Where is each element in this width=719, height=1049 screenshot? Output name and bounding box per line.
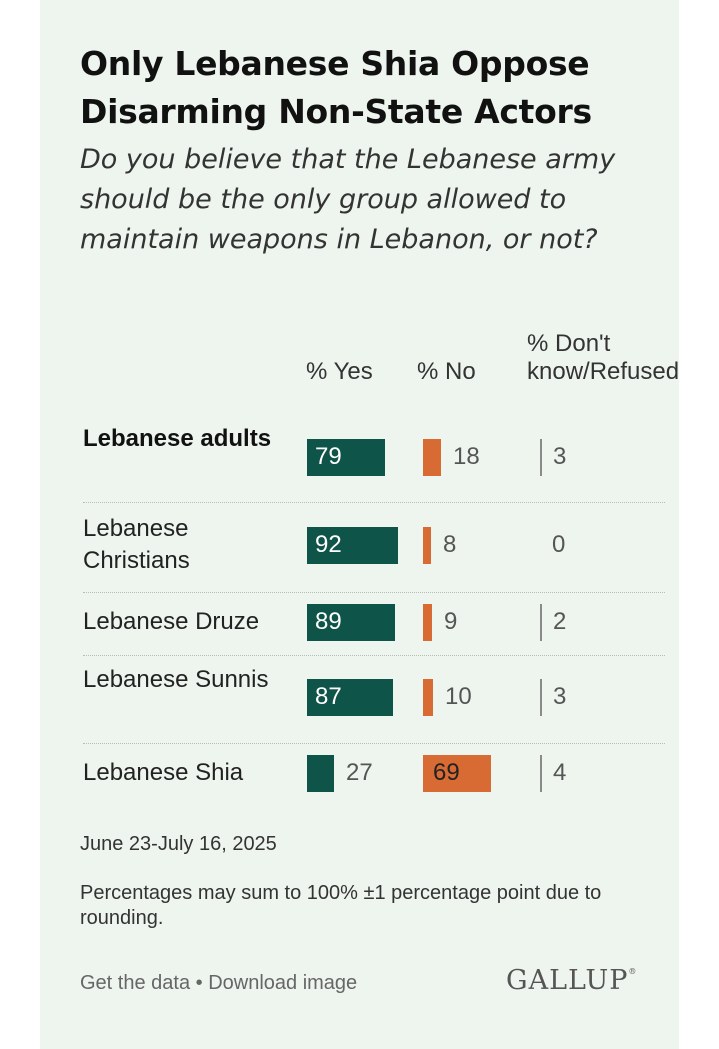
dont-know-tick-lebanese-adults (540, 438, 542, 476)
row-divider (83, 655, 665, 656)
chart-card (40, 0, 679, 1049)
yes-value-lebanese-shia: 27 (346, 759, 373, 786)
yes-value-lebanese-sunnis: 87 (315, 683, 342, 710)
column-header-dont-know: % Don't know/Refused (527, 330, 680, 385)
yes-bar-lebanese-druze (307, 603, 395, 641)
row-divider (83, 502, 665, 503)
footer-links: Get the data • Download image (80, 971, 357, 996)
dont-know-tick-lebanese-sunnis (540, 678, 542, 716)
dont-know-value-lebanese-sunnis: 3 (553, 683, 567, 710)
row-label-lebanese-druze: Lebanese Druze (83, 608, 260, 635)
yes-value-lebanese-adults: 79 (315, 443, 342, 470)
row-label-lebanese-adults: Lebanese adults (83, 425, 272, 452)
column-header-yes: % Yes (306, 358, 373, 385)
no-bar-lebanese-shia (423, 754, 491, 792)
no-value-lebanese-christians: 8 (443, 531, 457, 558)
chart-subtitle: Do you believe that the Lebanese army sh… (80, 144, 616, 255)
chart-title: Only Lebanese Shia Oppose Disarming Non-… (80, 44, 592, 131)
yes-bar-lebanese-adults (307, 438, 385, 476)
no-bar-lebanese-sunnis (423, 678, 433, 716)
no-value-lebanese-sunnis: 10 (445, 683, 472, 710)
yes-value-lebanese-druze: 89 (315, 608, 342, 635)
dont-know-value-lebanese-shia: 4 (553, 759, 567, 786)
download-image-link[interactable]: Download image (208, 972, 358, 994)
link-separator: • (190, 972, 209, 994)
row-label-lebanese-shia: Lebanese Shia (83, 759, 244, 786)
registered-mark: ® (628, 967, 638, 976)
no-bar-lebanese-adults (423, 438, 441, 476)
dont-know-value-lebanese-druze: 2 (553, 608, 567, 635)
row-label-lebanese-sunnis: Lebanese Sunnis (83, 666, 269, 693)
gallup-logo: GALLUP® (506, 965, 637, 996)
no-bar-lebanese-christians (423, 526, 431, 564)
survey-date: June 23-July 16, 2025 (80, 833, 277, 855)
no-value-lebanese-shia: 69 (433, 759, 460, 786)
row-label-lebanese-christians: Lebanese Christians (83, 515, 190, 574)
column-header-no: % No (417, 358, 476, 385)
rounding-note: Percentages may sum to 100% ±1 percentag… (80, 882, 602, 929)
get-data-link[interactable]: Get the data (80, 972, 191, 994)
yes-bar-lebanese-sunnis (307, 678, 393, 716)
yes-bar-lebanese-christians (307, 526, 398, 564)
no-bar-lebanese-druze (423, 603, 432, 641)
row-divider (83, 592, 665, 593)
gallup-wordmark: GALLUP (506, 965, 629, 996)
dont-know-tick-lebanese-shia (540, 754, 542, 792)
no-value-lebanese-adults: 18 (453, 443, 480, 470)
dont-know-value-lebanese-christians: 0 (552, 531, 566, 558)
yes-value-lebanese-christians: 92 (315, 531, 342, 558)
yes-bar-lebanese-shia (307, 754, 334, 792)
dont-know-value-lebanese-adults: 3 (553, 443, 567, 470)
row-divider (83, 743, 665, 744)
no-value-lebanese-druze: 9 (444, 608, 458, 635)
dont-know-tick-lebanese-druze (540, 603, 542, 641)
